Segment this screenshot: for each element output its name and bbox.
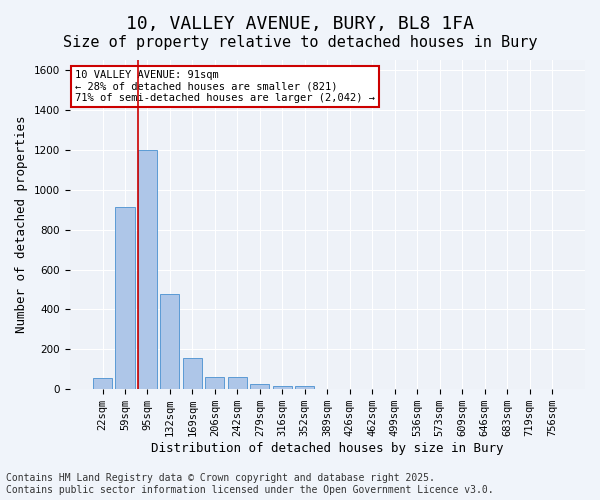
Bar (138, 150, 157, 389)
Bar (273, 386, 292, 389)
Bar (93, 378, 112, 389)
Text: 10, VALLEY AVENUE, BURY, BL8 1FA: 10, VALLEY AVENUE, BURY, BL8 1FA (126, 15, 474, 33)
Bar (228, 377, 247, 389)
Bar (115, 206, 134, 389)
Bar (295, 386, 314, 389)
Text: Size of property relative to detached houses in Bury: Size of property relative to detached ho… (63, 35, 537, 50)
X-axis label: Distribution of detached houses by size in Bury: Distribution of detached houses by size … (151, 442, 503, 455)
Bar (205, 377, 224, 389)
Bar (250, 384, 269, 389)
Text: 10 VALLEY AVENUE: 91sqm
← 28% of detached houses are smaller (821)
71% of semi-d: 10 VALLEY AVENUE: 91sqm ← 28% of detache… (74, 70, 374, 103)
Y-axis label: Number of detached properties: Number of detached properties (15, 116, 28, 334)
Bar (183, 358, 202, 389)
Text: Contains HM Land Registry data © Crown copyright and database right 2025.
Contai: Contains HM Land Registry data © Crown c… (6, 474, 494, 495)
Bar (160, 294, 179, 389)
